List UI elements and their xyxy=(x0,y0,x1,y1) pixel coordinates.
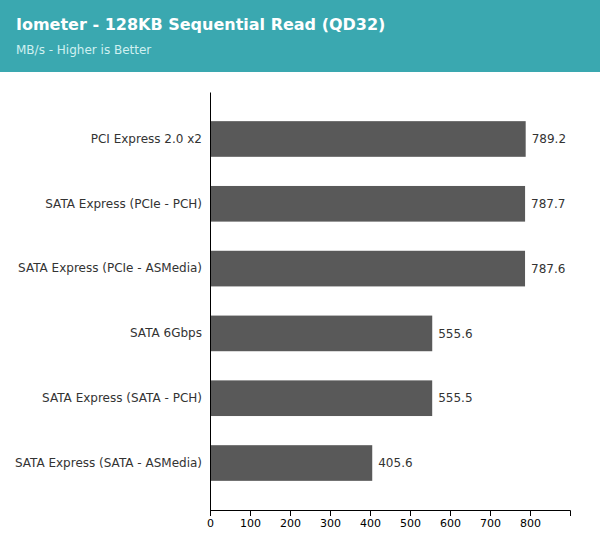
tick-mark xyxy=(410,510,411,516)
tick-label: SATA 6Gbps xyxy=(130,326,202,340)
tick: SATA Express (SATA - PCH) xyxy=(42,391,202,405)
data-label: 555.5 xyxy=(438,391,472,405)
tick: 400 xyxy=(360,510,381,530)
tick-label: 100 xyxy=(240,517,261,530)
tick: 800 xyxy=(520,510,541,530)
tick-mark xyxy=(330,510,331,516)
tick-label: 200 xyxy=(280,517,301,530)
tick: 300 xyxy=(320,510,341,530)
tick-label: 400 xyxy=(360,517,381,530)
data-label: 787.7 xyxy=(531,197,565,211)
tick: 0 xyxy=(207,510,214,530)
x-axis: 0 100 200 300 400 500 600 700 800 xyxy=(207,510,571,530)
plot: 0 100 200 300 400 500 600 700 800 SATA Express (S… xyxy=(15,93,571,530)
bar xyxy=(210,121,526,157)
tick: SATA Express (SATA - ASMedia) xyxy=(15,456,202,470)
tick-label: 600 xyxy=(440,517,461,530)
tick-mark xyxy=(370,510,371,516)
axis-line xyxy=(211,511,571,517)
bar xyxy=(210,380,432,416)
tick-label: PCI Express 2.0 x2 xyxy=(91,132,202,146)
y-axis: SATA Express (SATA - ASMedia) SATA Expres… xyxy=(15,93,211,511)
tick-label: 700 xyxy=(480,517,501,530)
tick-mark xyxy=(530,510,531,516)
tick-label: 0 xyxy=(207,517,214,530)
bar xyxy=(210,186,525,222)
tick-label: SATA Express (SATA - ASMedia) xyxy=(15,456,202,470)
tick-mark xyxy=(290,510,291,516)
data-label: 789.2 xyxy=(532,132,566,146)
title: Iometer - 128KB Sequential Read (QD32) xyxy=(16,15,385,34)
bar xyxy=(210,316,432,352)
tick: PCI Express 2.0 x2 xyxy=(91,132,202,146)
data-label: 787.6 xyxy=(531,262,565,276)
tick: SATA Express (PCIe - PCH) xyxy=(45,197,202,211)
tick-mark xyxy=(490,510,491,516)
data-label: 555.6 xyxy=(438,327,472,341)
tick: 500 xyxy=(400,510,421,530)
tick: SATA Express (PCIe - ASMedia) xyxy=(18,261,202,275)
tick: 700 xyxy=(480,510,501,530)
tick: 200 xyxy=(280,510,301,530)
data-labels: 405.6 555.5 555.6 787.6 787.7 789.2 xyxy=(378,132,566,470)
axis-line xyxy=(210,93,211,511)
tick-mark xyxy=(450,510,451,516)
tick-label: SATA Express (SATA - PCH) xyxy=(42,391,202,405)
subtitle: MB/s - Higher is Better xyxy=(16,43,151,57)
tick: SATA 6Gbps xyxy=(130,326,202,340)
tick-label: SATA Express (PCIe - ASMedia) xyxy=(18,261,202,275)
tick-label: SATA Express (PCIe - PCH) xyxy=(45,197,202,211)
data-label: 405.6 xyxy=(378,456,412,470)
tick-label: 800 xyxy=(520,517,541,530)
bar xyxy=(210,445,372,481)
tick-label: 500 xyxy=(400,517,421,530)
tick-label: 300 xyxy=(320,517,341,530)
tick: 100 xyxy=(240,510,261,530)
tick-mark xyxy=(210,510,211,516)
chart: Iometer - 128KB Sequential Read (QD32) MB… xyxy=(0,0,600,550)
header-background xyxy=(0,0,600,72)
tick: 600 xyxy=(440,510,461,530)
bar xyxy=(210,251,525,287)
tick-mark xyxy=(250,510,251,516)
bars xyxy=(210,121,526,481)
